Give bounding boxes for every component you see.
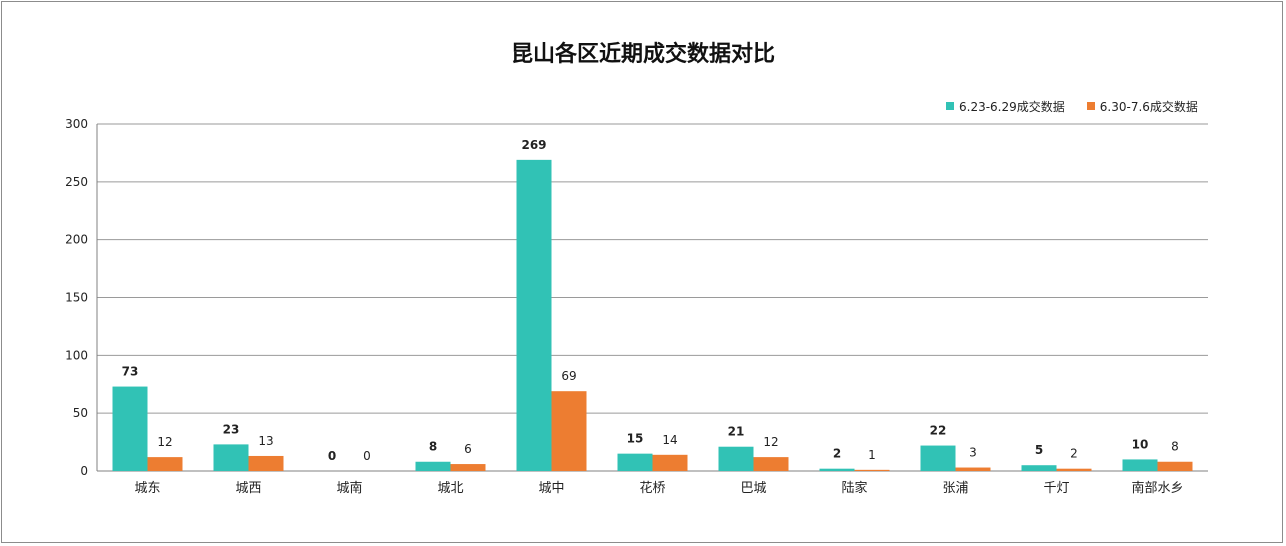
y-tick-label: 150 bbox=[65, 291, 88, 305]
data-label-series-1: 22 bbox=[930, 424, 947, 438]
bar-series-2 bbox=[955, 467, 991, 471]
data-label-series-2: 12 bbox=[763, 435, 778, 449]
bar-series-2 bbox=[652, 454, 688, 471]
data-label-series-2: 8 bbox=[1171, 440, 1179, 454]
data-label-series-2: 0 bbox=[363, 449, 371, 463]
data-label-series-2: 1 bbox=[868, 448, 876, 462]
x-category-label: 千灯 bbox=[1043, 481, 1069, 496]
data-label-series-1: 73 bbox=[122, 365, 139, 379]
legend-label-series-1: 6.23-6.29成交数据 bbox=[959, 99, 1065, 114]
bar-series-2 bbox=[854, 469, 890, 471]
x-category-label: 南部水乡 bbox=[1131, 480, 1183, 496]
data-label-series-2: 69 bbox=[561, 369, 576, 383]
data-label-series-1: 15 bbox=[627, 432, 644, 446]
data-label-series-1: 23 bbox=[223, 422, 240, 436]
bar-series-1 bbox=[213, 444, 249, 471]
x-category-label: 花桥 bbox=[639, 480, 665, 496]
data-label-series-1: 0 bbox=[328, 449, 336, 463]
data-label-series-1: 8 bbox=[429, 440, 437, 454]
bar-series-1 bbox=[415, 461, 451, 471]
data-label-series-2: 3 bbox=[969, 446, 977, 460]
data-label-series-2: 12 bbox=[157, 435, 172, 449]
bar-series-1 bbox=[112, 386, 148, 471]
legend-label-series-2: 6.30-7.6成交数据 bbox=[1099, 99, 1198, 114]
bar-series-1 bbox=[516, 159, 552, 471]
bar-series-2 bbox=[450, 464, 486, 471]
y-tick-label: 300 bbox=[65, 117, 88, 131]
legend-swatch-series-2 bbox=[1086, 102, 1095, 110]
y-tick-label: 200 bbox=[65, 233, 88, 247]
x-category-label: 城东 bbox=[134, 481, 160, 496]
bar-series-1 bbox=[920, 445, 956, 471]
legend-item-series-1: 6.23-6.29成交数据 bbox=[946, 98, 1065, 115]
y-tick-label: 0 bbox=[80, 464, 88, 478]
chart-legend: 6.23-6.29成交数据 6.30-7.6成交数据 bbox=[946, 98, 1220, 114]
bar-series-1 bbox=[819, 468, 855, 471]
data-label-series-2: 2 bbox=[1070, 447, 1078, 461]
data-label-series-2: 6 bbox=[464, 442, 472, 456]
bar-series-2 bbox=[1056, 468, 1092, 471]
bar-series-2 bbox=[551, 391, 587, 471]
y-tick-label: 50 bbox=[73, 406, 88, 420]
data-label-series-2: 14 bbox=[662, 433, 677, 447]
data-label-series-1: 10 bbox=[1132, 437, 1149, 451]
bar-series-1 bbox=[617, 453, 653, 471]
x-category-label: 城北 bbox=[437, 481, 463, 496]
bar-series-1 bbox=[718, 446, 754, 471]
data-label-series-1: 2 bbox=[833, 447, 841, 461]
legend-item-series-2: 6.30-7.6成交数据 bbox=[1086, 98, 1198, 115]
bar-series-2 bbox=[147, 457, 183, 471]
x-category-label: 巴城 bbox=[740, 481, 766, 496]
bar-series-2 bbox=[753, 457, 789, 471]
y-tick-label: 100 bbox=[65, 348, 88, 362]
data-label-series-1: 21 bbox=[728, 425, 745, 439]
bar-series-2 bbox=[1157, 461, 1193, 471]
y-tick-label: 250 bbox=[65, 175, 88, 189]
bar-series-1 bbox=[1122, 459, 1158, 471]
x-category-label: 城南 bbox=[336, 480, 362, 496]
x-category-label: 城西 bbox=[235, 481, 261, 496]
data-label-series-1: 269 bbox=[521, 138, 546, 152]
data-label-series-2: 13 bbox=[258, 434, 273, 448]
bar-series-1 bbox=[1021, 465, 1057, 471]
x-category-label: 张浦 bbox=[942, 481, 968, 496]
chart-title: 昆山各区近期成交数据对比 bbox=[510, 41, 775, 67]
x-category-label: 陆家 bbox=[841, 480, 867, 496]
bar-series-2 bbox=[248, 455, 284, 471]
x-category-label: 城中 bbox=[538, 481, 564, 496]
data-label-series-1: 5 bbox=[1035, 443, 1043, 457]
legend-swatch-series-1 bbox=[946, 102, 954, 110]
